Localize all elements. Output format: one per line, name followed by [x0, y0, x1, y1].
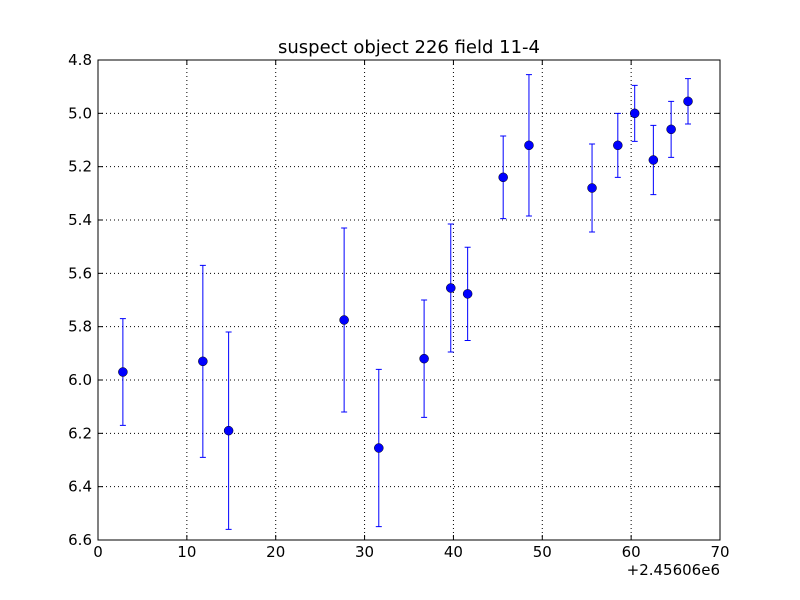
data-point	[629, 108, 640, 119]
data-point	[648, 155, 659, 165]
data-point	[446, 283, 456, 293]
data-point	[666, 124, 676, 135]
plot-frame	[97, 59, 721, 541]
chart-title: suspect object 226 field 11-4	[278, 37, 540, 58]
y-tick-label: 6.2	[68, 424, 92, 442]
data-point	[498, 172, 508, 183]
y-tick-label: 6.0	[68, 371, 92, 389]
data-point	[613, 140, 623, 151]
y-tick-label: 5.6	[68, 264, 92, 282]
x-tick-label: 50	[533, 543, 552, 561]
data-point	[374, 443, 384, 453]
x-tick-label: 20	[266, 543, 285, 561]
x-offset-label: +2.45606e6	[627, 561, 720, 579]
data-point	[587, 183, 597, 193]
data-point	[339, 315, 349, 325]
data-point	[462, 289, 473, 299]
y-tick-label: 5.8	[68, 318, 92, 336]
x-tick-label: 40	[444, 543, 463, 561]
y-tick-label: 6.4	[68, 478, 92, 496]
data-point	[223, 425, 234, 436]
y-tick-label: 4.8	[68, 51, 92, 69]
x-tick-label: 10	[177, 543, 196, 561]
y-tick-label: 5.4	[68, 211, 92, 229]
x-tick-label: 0	[93, 543, 103, 561]
y-tick-label: 6.6	[68, 531, 92, 549]
y-tick-label: 5.0	[68, 104, 92, 122]
data-point	[419, 353, 429, 364]
x-tick-label: 70	[710, 543, 729, 561]
x-tick-label: 60	[622, 543, 641, 561]
y-tick-label: 5.2	[68, 158, 92, 176]
data-point	[198, 356, 208, 367]
x-tick-label: 30	[355, 543, 374, 561]
data-point	[524, 140, 534, 151]
data-point	[118, 367, 128, 377]
data-point	[683, 96, 693, 107]
